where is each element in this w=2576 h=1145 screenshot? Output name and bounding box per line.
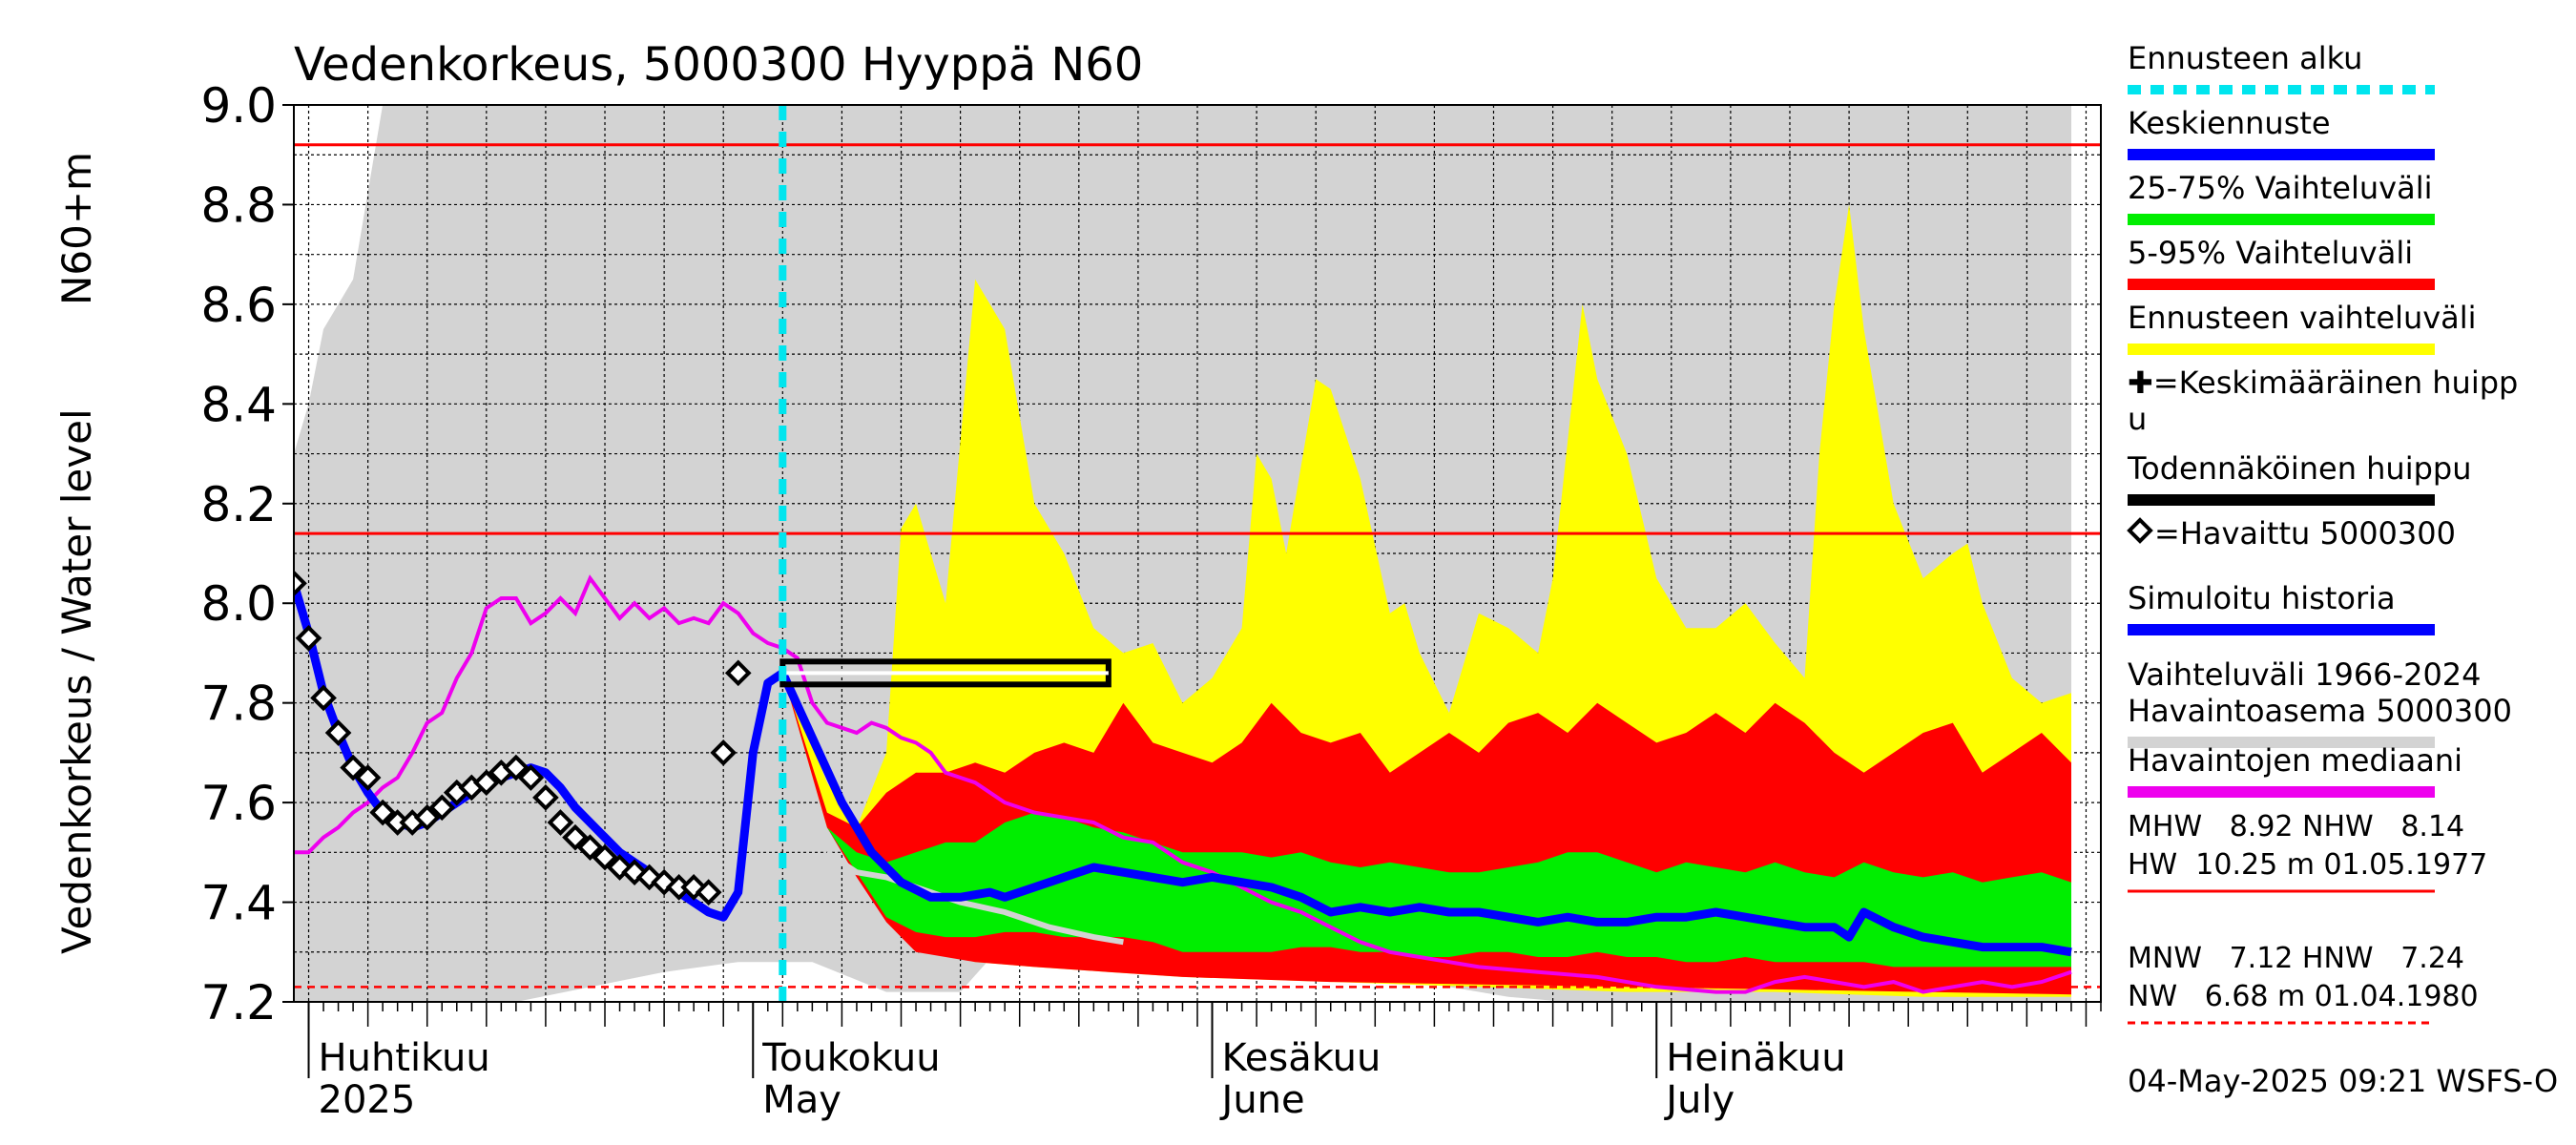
observed-point bbox=[310, 684, 337, 712]
observed-point bbox=[354, 764, 382, 791]
y-tick-label: 7.6 bbox=[200, 776, 277, 831]
y-axis-ticks: 7.2 7.4 7.6 7.8 8.0 8.2 8.4 8.6 8.8 9.0 bbox=[200, 78, 294, 1030]
observed-point bbox=[562, 823, 589, 851]
observed-point bbox=[503, 754, 530, 781]
legend-label: Ennusteen vaihteluväli bbox=[2128, 300, 2477, 336]
observed-point bbox=[695, 879, 722, 906]
month-label-en: 2025 bbox=[319, 1078, 416, 1122]
observed-point bbox=[413, 803, 441, 831]
legend-label: Simuloitu historia bbox=[2128, 580, 2396, 616]
y-axis-unit: N60+m bbox=[53, 152, 100, 305]
x-axis-ticks bbox=[307, 1002, 2102, 1027]
observed-point bbox=[369, 799, 396, 826]
legend-diamond-icon bbox=[2127, 517, 2153, 544]
y-tick-label: 8.0 bbox=[200, 576, 277, 632]
legend-label: Ennusteen alku bbox=[2128, 40, 2362, 76]
y-axis-label: Vedenkorkeus / Water level bbox=[53, 408, 100, 954]
y-tick-label: 8.6 bbox=[200, 278, 277, 333]
y-tick-label: 8.8 bbox=[200, 177, 277, 233]
mean-forecast-line bbox=[779, 671, 2072, 957]
historical-grey-line bbox=[825, 849, 1124, 946]
observed-point bbox=[592, 843, 618, 871]
legend-label-cont: Havaintoasema 5000300 bbox=[2128, 693, 2512, 729]
stats-block: MHW 8.92 NHW 8.14 HW 10.25 m 01.05.1977 MN… bbox=[2128, 810, 2487, 1025]
y-tick-label: 7.8 bbox=[200, 677, 277, 732]
observed-point bbox=[724, 659, 752, 687]
observed-point bbox=[532, 784, 559, 811]
month-label-fi: Huhtikuu bbox=[319, 1036, 490, 1080]
legend-label: ✚=Keskimääräinen huipp bbox=[2128, 364, 2518, 401]
legend-label: Havaintojen mediaani bbox=[2128, 742, 2462, 779]
plot-area bbox=[294, 105, 2101, 1002]
legend-label-cont: u bbox=[2128, 401, 2147, 437]
legend-label: =Havaittu 5000300 bbox=[2154, 515, 2456, 552]
legend-label: 5-95% Vaihteluväli bbox=[2128, 235, 2413, 271]
observed-markers bbox=[294, 570, 752, 906]
observed-point bbox=[324, 719, 352, 746]
legend: Ennusteen alku Keskiennuste 25-75% Vaihtel… bbox=[2127, 40, 2518, 798]
month-label-en: June bbox=[1219, 1078, 1305, 1122]
simulated-history-line bbox=[294, 582, 785, 922]
range-25-75-band bbox=[782, 673, 2071, 968]
observed-point bbox=[710, 739, 737, 766]
month-label-en: July bbox=[1663, 1078, 1735, 1122]
legend-label: Vaihteluväli 1966-2024 bbox=[2128, 656, 2482, 693]
stats-line: NW 6.68 m 01.04.1980 bbox=[2128, 980, 2479, 1013]
observed-point bbox=[428, 794, 456, 822]
y-tick-label: 8.4 bbox=[200, 377, 277, 432]
month-label-fi: Toukokuu bbox=[761, 1036, 940, 1080]
y-tick-label: 7.4 bbox=[200, 876, 277, 931]
footer-timestamp: 04-May-2025 09:21 WSFS-O bbox=[2128, 1063, 2558, 1099]
stats-line: HW 10.25 m 01.05.1977 bbox=[2128, 848, 2487, 882]
stats-line: MNW 7.12 HNW 7.24 bbox=[2128, 942, 2464, 975]
y-tick-label: 9.0 bbox=[200, 78, 277, 134]
legend-label: Keskiennuste bbox=[2128, 105, 2331, 141]
legend-label: 25-75% Vaihteluväli bbox=[2128, 170, 2432, 206]
month-label-fi: Kesäkuu bbox=[1222, 1036, 1381, 1080]
observed-point bbox=[576, 834, 604, 861]
y-tick-label: 8.2 bbox=[200, 477, 277, 532]
chart-title: Vedenkorkeus, 5000300 Hyyppä N60 bbox=[294, 38, 1143, 92]
observed-point bbox=[294, 570, 307, 597]
stats-line: MHW 8.92 NHW 8.14 bbox=[2128, 810, 2464, 843]
month-label-en: May bbox=[762, 1078, 841, 1122]
month-label-fi: Heinäkuu bbox=[1666, 1036, 1845, 1080]
observed-point bbox=[295, 624, 322, 652]
observed-point bbox=[517, 764, 545, 791]
observed-point bbox=[340, 754, 366, 781]
y-tick-label: 7.2 bbox=[200, 975, 277, 1030]
observed-point bbox=[472, 769, 500, 797]
legend-label: Todennäköinen huippu bbox=[2127, 450, 2472, 487]
observed-point bbox=[547, 809, 574, 836]
median-series-line bbox=[294, 574, 2072, 994]
